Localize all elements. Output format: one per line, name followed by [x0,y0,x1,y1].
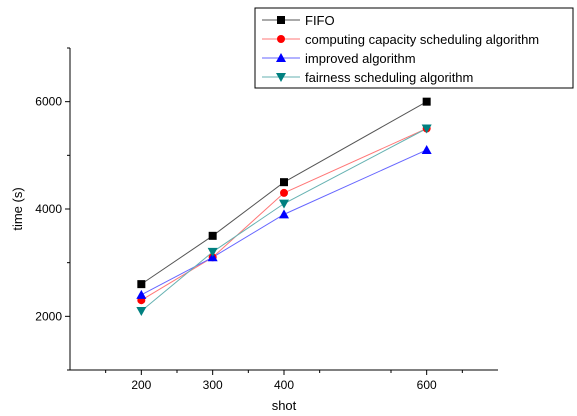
data-point [136,306,147,316]
data-point [280,188,288,197]
legend-marker [276,53,286,62]
legend-box [254,7,574,89]
legend-marker [277,35,285,43]
legend-label: improved algorithm [305,51,416,66]
legend-label: fairness scheduling algorithm [305,70,473,85]
data-point [137,280,146,289]
y-axis-title: time (s) [10,187,25,230]
data-point [207,247,218,257]
series-line-2 [141,149,427,296]
x-tick-label: 600 [417,378,437,392]
series-line-1 [141,128,427,301]
data-point [422,97,431,106]
y-tick-label: 2000 [35,309,62,323]
data-point [421,124,432,134]
y-tick-label: 6000 [35,95,62,109]
legend-label: FIFO [305,13,335,28]
y-tick-label: 4000 [35,202,62,216]
data-point [279,209,289,219]
x-tick-label: 300 [203,378,223,392]
legend-marker [277,16,285,24]
legend-marker [276,73,286,82]
x-ticks: 200 300 400 600 [105,370,463,392]
series-line-3 [141,128,427,312]
series-markers [136,97,432,316]
legend: FIFO computing capacity scheduling algori… [254,7,574,89]
x-tick-label: 400 [274,378,294,392]
x-axis-title: shot [272,398,297,413]
data-point [421,144,432,154]
series-lines [141,101,427,312]
y-ticks: 2000 4000 6000 [35,47,70,371]
data-point [208,231,217,240]
series-line-0 [141,101,427,285]
plot-frame [69,48,498,371]
legend-label: computing capacity scheduling algorithm [305,32,539,47]
data-point [279,199,289,209]
data-point [280,178,288,187]
data-point [136,289,147,299]
x-tick-label: 200 [131,378,151,392]
